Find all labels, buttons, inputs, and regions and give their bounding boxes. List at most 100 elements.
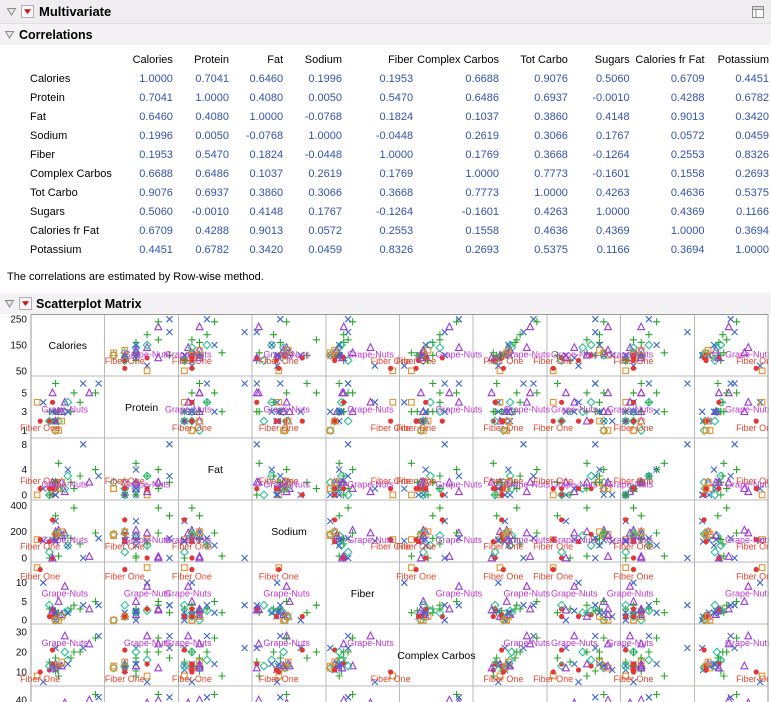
data-point[interactable] [440,492,445,497]
data-point[interactable] [623,517,628,522]
data-point[interactable] [716,400,721,405]
data-point[interactable] [702,647,707,652]
data-point[interactable] [145,661,150,666]
data-point[interactable] [300,647,305,652]
data-point[interactable] [122,647,127,652]
data-point[interactable] [499,517,504,522]
data-point[interactable] [492,400,497,405]
data-point[interactable] [416,614,421,619]
data-point[interactable] [704,667,709,672]
data-point[interactable] [254,486,259,491]
data-point[interactable] [332,419,337,424]
data-point[interactable] [623,647,628,652]
matrix-cell[interactable] [105,314,179,376]
data-point[interactable] [341,486,346,491]
data-point[interactable] [704,539,709,544]
data-point[interactable] [50,647,55,652]
matrix-cell[interactable] [400,500,474,562]
matrix-cell[interactable] [694,686,768,702]
data-point[interactable] [589,419,594,424]
data-point[interactable] [704,358,709,363]
matrix-cell[interactable] [400,686,474,702]
matrix-cell[interactable] [473,686,547,702]
data-point[interactable] [414,366,419,371]
data-point[interactable] [576,419,581,424]
data-point[interactable] [50,517,55,522]
data-point[interactable] [274,667,279,672]
data-point[interactable] [704,614,709,619]
scatterplot-outline-header[interactable]: Scatterplot Matrix [0,293,771,314]
disclosure-triangle-icon[interactable] [4,298,15,309]
data-point[interactable] [702,517,707,522]
data-point[interactable] [189,614,194,619]
data-point[interactable] [182,517,187,522]
data-point[interactable] [189,366,194,371]
data-point[interactable] [423,486,428,491]
scatterplot-matrix-svg[interactable]: 2501505053184040020001050302010402510Cal… [3,314,769,702]
data-point[interactable] [122,366,127,371]
data-point[interactable] [440,517,445,522]
correlations-outline-header[interactable]: Correlations [0,24,771,45]
data-point[interactable] [300,614,305,619]
data-point[interactable] [631,614,636,619]
data-table-window-icon[interactable] [751,5,765,19]
red-triangle-menu-icon[interactable] [21,5,34,18]
data-point[interactable] [754,366,759,371]
data-point[interactable] [341,400,346,405]
matrix-cell[interactable] [31,500,105,562]
data-point[interactable] [189,667,194,672]
data-point[interactable] [631,555,636,560]
matrix-cell[interactable] [252,314,326,376]
data-point[interactable] [332,517,337,522]
data-point[interactable] [631,661,636,666]
red-triangle-menu-icon[interactable] [19,297,32,310]
data-point[interactable] [702,492,707,497]
data-point[interactable] [559,614,564,619]
matrix-cell[interactable] [326,686,400,702]
matrix-cell[interactable] [400,438,474,500]
data-point[interactable] [145,606,150,611]
data-point[interactable] [440,419,445,424]
data-point[interactable] [423,400,428,405]
data-point[interactable] [276,366,281,371]
disclosure-triangle-icon[interactable] [6,6,17,17]
data-point[interactable] [332,358,337,363]
data-point[interactable] [274,614,279,619]
data-point[interactable] [501,366,506,371]
data-point[interactable] [145,555,150,560]
data-point[interactable] [300,419,305,424]
data-point[interactable] [704,419,709,424]
data-point[interactable] [559,647,564,652]
data-point[interactable] [416,486,421,491]
data-point[interactable] [332,647,337,652]
data-point[interactable] [576,667,581,672]
data-point[interactable] [499,647,504,652]
data-point[interactable] [189,606,194,611]
data-point[interactable] [576,614,581,619]
data-point[interactable] [631,366,636,371]
data-point[interactable] [189,661,194,666]
matrix-cell[interactable] [105,438,179,500]
data-point[interactable] [332,667,337,672]
data-point[interactable] [559,517,564,522]
data-point[interactable] [254,400,259,405]
disclosure-triangle-icon[interactable] [4,29,15,40]
data-point[interactable] [332,486,337,491]
data-point[interactable] [631,606,636,611]
data-point[interactable] [122,517,127,522]
multivariate-outline-header[interactable]: Multivariate [0,0,771,24]
data-point[interactable] [499,492,504,497]
data-point[interactable] [182,647,187,652]
data-point[interactable] [704,486,709,491]
data-point[interactable] [388,366,393,371]
data-point[interactable] [631,667,636,672]
data-point[interactable] [122,614,127,619]
matrix-cell[interactable] [400,314,474,376]
data-point[interactable] [551,366,556,371]
data-point[interactable] [716,486,721,491]
scatterplot-matrix[interactable]: 2501505053184040020001050302010402510Cal… [3,314,771,702]
data-point[interactable] [47,614,52,619]
data-point[interactable] [491,614,496,619]
data-point[interactable] [189,555,194,560]
data-point[interactable] [300,492,305,497]
